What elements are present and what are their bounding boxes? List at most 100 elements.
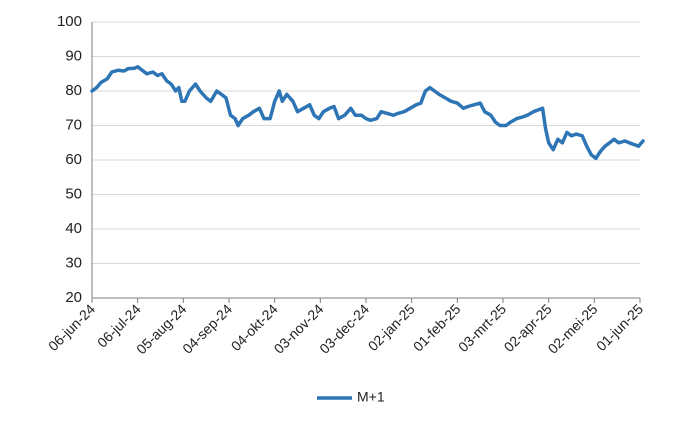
data-point — [308, 103, 312, 107]
data-point — [375, 117, 379, 121]
data-point — [268, 117, 272, 121]
data-point — [105, 77, 109, 81]
data-point — [580, 134, 584, 138]
data-point — [541, 106, 545, 110]
data-point — [396, 111, 400, 115]
series-line-m1 — [90, 65, 645, 161]
data-point — [169, 82, 173, 86]
data-point — [343, 113, 347, 117]
data-point — [194, 82, 197, 86]
data-point — [608, 141, 612, 145]
data-point — [337, 117, 341, 121]
data-point — [598, 149, 602, 153]
data-point — [433, 89, 436, 93]
x-tick-label: 05-aug-24 — [133, 301, 190, 358]
data-point — [224, 96, 228, 100]
data-point — [443, 96, 447, 100]
data-point — [641, 139, 645, 143]
axes — [91, 22, 641, 303]
data-point — [525, 113, 529, 117]
data-point — [551, 148, 555, 152]
data-point — [483, 110, 487, 114]
data-point — [498, 124, 502, 127]
data-point — [570, 134, 573, 138]
y-tick-label: 80 — [65, 82, 82, 99]
data-point — [349, 106, 353, 110]
data-point — [414, 103, 418, 107]
data-point — [521, 115, 525, 119]
data-point — [556, 137, 560, 141]
data-point — [544, 127, 548, 131]
data-point — [219, 92, 223, 96]
data-point — [589, 153, 593, 157]
data-point — [617, 141, 621, 145]
data-point — [504, 124, 508, 127]
data-point — [236, 124, 240, 127]
y-tick-label: 90 — [65, 47, 82, 64]
data-point — [277, 89, 281, 93]
data-point — [209, 99, 213, 103]
data-point — [177, 86, 181, 90]
x-tick-label: 02-mei-25 — [545, 301, 601, 357]
data-point — [251, 110, 255, 114]
data-point — [262, 117, 266, 121]
data-point — [603, 144, 607, 148]
data-point — [531, 110, 535, 114]
data-point — [285, 92, 289, 96]
data-point — [612, 137, 616, 141]
data-point — [321, 110, 325, 114]
data-point — [455, 101, 459, 105]
data-point — [560, 141, 564, 145]
data-point — [187, 89, 191, 93]
data-point — [229, 113, 232, 117]
series-layer — [90, 65, 645, 161]
data-point — [156, 74, 159, 77]
data-point — [247, 113, 251, 117]
x-tick-label: 03-dec-24 — [316, 301, 372, 357]
data-point — [627, 141, 631, 145]
data-point — [160, 72, 164, 76]
data-point — [461, 106, 465, 110]
y-axis-ticks: 20 30 40 50 60 70 80 90 100 — [57, 13, 82, 306]
data-point — [204, 96, 208, 100]
data-point — [328, 106, 331, 110]
data-point — [151, 70, 155, 74]
x-tick-label: 03-mrt-25 — [455, 301, 509, 355]
y-tick-label: 50 — [65, 185, 82, 202]
y-tick-label: 100 — [57, 13, 82, 30]
data-point — [585, 144, 589, 148]
data-point — [472, 103, 476, 107]
data-point — [623, 139, 627, 143]
data-point — [402, 110, 406, 114]
data-point — [302, 106, 306, 110]
data-point — [317, 117, 321, 121]
data-point — [509, 120, 513, 124]
y-tick-label: 40 — [65, 220, 82, 237]
data-point — [379, 110, 383, 114]
data-point — [280, 99, 284, 103]
data-point — [536, 108, 540, 112]
data-point — [90, 89, 94, 93]
data-point — [364, 117, 368, 121]
data-point — [332, 105, 336, 108]
data-point — [257, 106, 261, 110]
data-point — [136, 65, 140, 69]
y-tick-label: 60 — [65, 151, 82, 168]
y-tick-label: 30 — [65, 254, 82, 271]
legend: M+1 — [317, 389, 385, 405]
x-tick-label: 01-feb-25 — [410, 301, 464, 355]
data-point — [215, 89, 219, 93]
x-tick-label: 02-jan-25 — [365, 301, 418, 354]
data-point — [385, 111, 389, 115]
data-point — [493, 120, 497, 124]
data-point — [637, 144, 640, 148]
data-point — [369, 118, 373, 122]
x-tick-label: 04-sep-24 — [179, 301, 235, 357]
data-point — [133, 66, 137, 70]
data-point — [489, 113, 493, 117]
data-point — [408, 106, 412, 110]
data-point — [437, 92, 441, 96]
data-point — [547, 141, 551, 145]
data-point — [241, 117, 245, 121]
gridlines — [92, 21, 640, 264]
